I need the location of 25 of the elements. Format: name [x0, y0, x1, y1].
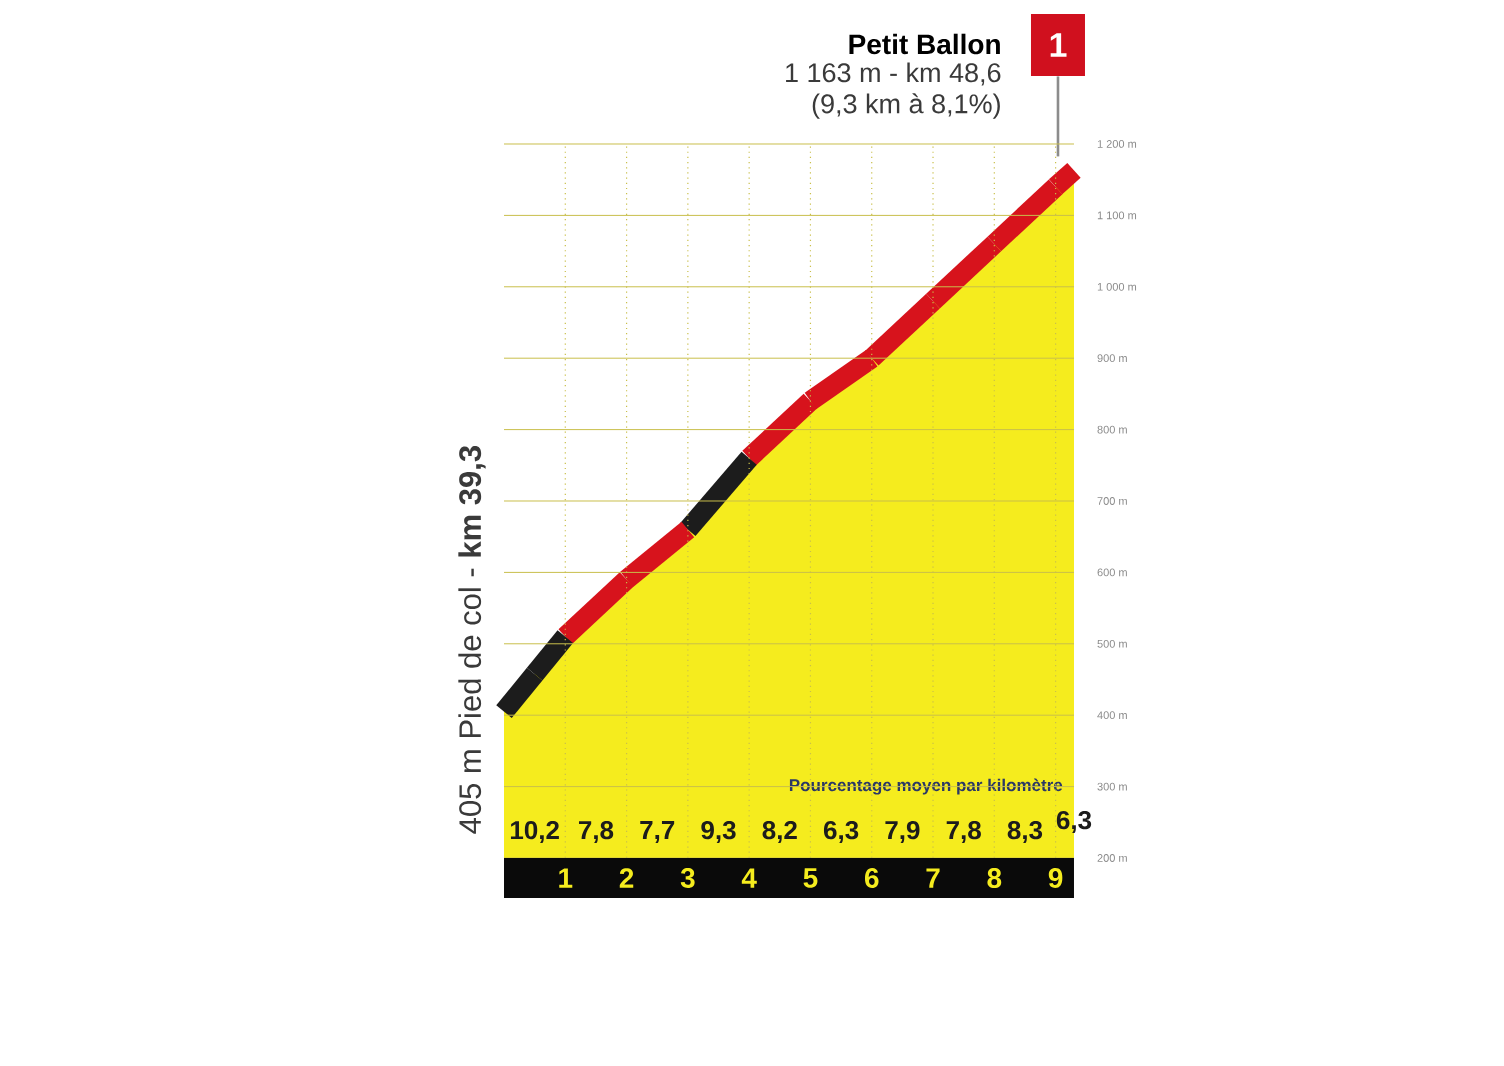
annotation: Pourcentage moyen par kilomètre — [789, 778, 1063, 795]
annotation: 405 m Pied de col - km 39,3 — [458, 446, 486, 834]
x-tick-label: 7 — [926, 868, 940, 888]
text: (9,3 km à 8,1%) — [812, 93, 1000, 119]
chart-subtitle: 1 163 m - km 48,6 — [786, 62, 1001, 86]
x-tick-label: 8 — [987, 868, 1002, 888]
annotation: 8,3 — [1007, 820, 1043, 844]
annotation: 7,8 — [946, 820, 981, 844]
x-tick-label: 6 — [864, 868, 879, 888]
x-tick-label: 3 — [680, 868, 695, 888]
text: 1 — [1050, 33, 1067, 57]
annotation: 7,9 — [885, 820, 920, 844]
annotation: 7,7 — [640, 821, 675, 843]
annotation: 6,3 — [1056, 810, 1092, 834]
x-tick-label: 9 — [1048, 868, 1063, 888]
annotation: 10,2 — [510, 820, 559, 844]
annotation: 8,2 — [762, 820, 797, 844]
chart-title: Petit Ballon — [849, 33, 1000, 55]
x-tick-label: 4 — [741, 868, 757, 888]
annotation: 9,3 — [701, 820, 736, 844]
x-tick-label: 1 — [559, 868, 573, 888]
annotation: 7,8 — [578, 820, 614, 844]
x-tick-label: 5 — [803, 868, 818, 888]
x-tick-label: 2 — [619, 868, 634, 888]
annotation: 6,3 — [823, 820, 859, 844]
